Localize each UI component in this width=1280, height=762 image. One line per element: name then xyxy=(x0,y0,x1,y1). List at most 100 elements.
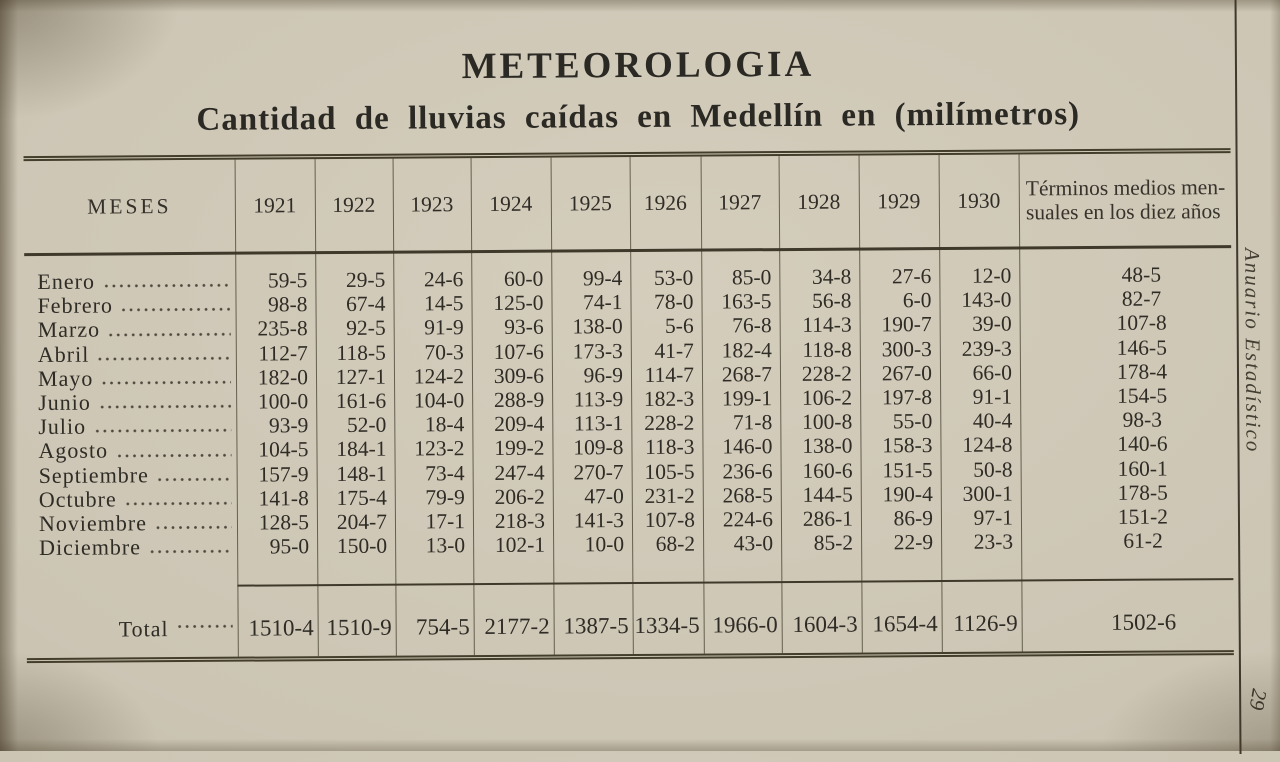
value-cell: 239-3 xyxy=(961,336,1012,361)
value-cell: 12-0 xyxy=(971,263,1012,288)
value-cell: 286-1 xyxy=(802,506,854,531)
month-label: Octubre xyxy=(38,486,117,512)
value-cell: 231-2 xyxy=(644,483,695,508)
month-label: Diciembre xyxy=(39,534,142,561)
value-cell: 197-8 xyxy=(881,385,933,410)
month-cell: Noviembre xyxy=(26,511,237,537)
column-header-meses: MESES xyxy=(87,193,172,219)
average-cell: 140-6 xyxy=(1117,431,1168,457)
total-value-cell: 1604-3 xyxy=(792,611,858,637)
value-cell: 14-5 xyxy=(424,291,464,316)
total-value-cell: 1510-9 xyxy=(326,614,392,640)
value-cell: 18-4 xyxy=(424,412,465,437)
value-cell: 141-3 xyxy=(573,507,625,533)
table-header-row: MESES 1921 1922 1923 1924 1925 1926 1927 1928 19… xyxy=(23,153,1232,257)
value-cell: 104-0 xyxy=(413,388,465,413)
dotted-leader xyxy=(117,452,232,458)
average-cell: 154-5 xyxy=(1116,383,1168,408)
value-cell: 157-9 xyxy=(258,461,309,487)
value-cell: 50-8 xyxy=(973,457,1013,482)
value-cell: 96-9 xyxy=(583,362,624,388)
value-cell: 270-7 xyxy=(573,459,624,484)
total-value-cell: 1126-9 xyxy=(953,610,1018,636)
value-cell: 236-6 xyxy=(722,458,773,483)
average-cell: 98-3 xyxy=(1122,407,1163,432)
value-cell: 148-1 xyxy=(336,461,387,486)
value-cell: 67-4 xyxy=(346,291,386,317)
page-subtitle: Cantidad de lluvias caídas en Medellín e… xyxy=(196,96,1081,138)
value-cell: 10-0 xyxy=(584,532,625,557)
dotted-leader xyxy=(157,476,232,482)
dotted-leader xyxy=(102,379,232,386)
value-cell: 60-0 xyxy=(503,266,544,291)
value-cell: 34-8 xyxy=(811,264,852,289)
average-cell: 151-2 xyxy=(1117,504,1169,529)
value-cell: 85-2 xyxy=(813,530,854,555)
rainfall-table: MESES 1921 1922 1923 1924 1925 1926 1927 1928 19… xyxy=(23,148,1234,664)
average-header-line1: Términos medios men- xyxy=(1025,174,1226,201)
column-header-year: 1922 xyxy=(332,192,376,217)
month-label: Noviembre xyxy=(38,510,148,536)
value-cell: 99-4 xyxy=(582,266,623,291)
value-cell: 184-1 xyxy=(336,436,387,462)
value-cell: 125-0 xyxy=(493,290,544,316)
value-cell: 300-1 xyxy=(962,481,1013,506)
value-cell: 182-4 xyxy=(721,337,772,363)
value-cell: 41-7 xyxy=(654,338,694,363)
month-label: Marzo xyxy=(37,317,101,343)
average-cell: 61-2 xyxy=(1123,528,1163,553)
dotted-leader xyxy=(99,403,232,410)
value-cell: 158-3 xyxy=(882,433,933,458)
value-cell: 92-5 xyxy=(346,316,386,341)
value-cell: 309-6 xyxy=(493,363,545,388)
value-cell: 86-9 xyxy=(893,505,934,531)
margin-text: Anuario Estadístico xyxy=(1240,247,1266,454)
total-average-cell: 1502-6 xyxy=(1110,609,1177,635)
value-cell: 102-1 xyxy=(494,532,546,558)
value-cell: 161-6 xyxy=(335,388,387,413)
value-cell: 150-0 xyxy=(336,533,388,559)
average-cell: 178-4 xyxy=(1116,359,1168,384)
total-value-cell: 2177-2 xyxy=(484,613,550,639)
value-cell: 29-5 xyxy=(345,267,386,292)
dotted-leader xyxy=(150,548,233,555)
value-cell: 73-4 xyxy=(425,460,465,485)
value-cell: 93-6 xyxy=(504,315,544,340)
value-cell: 43-0 xyxy=(733,531,774,556)
value-cell: 199-1 xyxy=(721,386,773,411)
value-cell: 97-1 xyxy=(973,505,1014,530)
value-cell: 118-8 xyxy=(802,337,852,362)
value-cell: 5-6 xyxy=(664,314,694,339)
month-cell: Agosto xyxy=(25,438,236,464)
column-header-average: Términos medios men- suales en los diez … xyxy=(1019,175,1231,225)
average-cell: 48-5 xyxy=(1121,262,1162,287)
value-cell: 78-0 xyxy=(654,289,694,315)
value-cell: 107-6 xyxy=(493,339,544,364)
month-cell: Octubre xyxy=(26,486,237,512)
value-cell: 76-8 xyxy=(732,313,772,338)
value-cell: 17-1 xyxy=(425,509,466,534)
value-cell: 190-7 xyxy=(881,312,932,337)
value-cell: 70-3 xyxy=(424,339,464,364)
value-cell: 106-2 xyxy=(801,385,853,410)
total-row: Total 1510-4 1510-9 754-5 2177-2 1387-5 1334-… xyxy=(26,580,1233,658)
value-cell: 98-8 xyxy=(268,292,308,317)
value-cell: 79-9 xyxy=(425,484,465,510)
page-title: METEOROLOGIA xyxy=(461,43,815,88)
total-value-cell: 1510-4 xyxy=(248,615,314,641)
dotted-leader xyxy=(98,355,231,362)
total-label: Total xyxy=(118,616,169,642)
month-label: Abril xyxy=(37,341,90,367)
value-cell: 109-8 xyxy=(573,435,624,460)
value-cell: 300-3 xyxy=(881,336,932,361)
value-cell: 105-5 xyxy=(644,459,695,484)
dotted-leader xyxy=(155,524,233,531)
month-label: Septiembre xyxy=(38,462,149,488)
month-label: Junio xyxy=(38,389,91,415)
value-cell: 107-8 xyxy=(644,507,696,532)
total-value-cell: 1334-5 xyxy=(634,612,700,638)
value-cell: 124-2 xyxy=(413,363,465,389)
value-cell: 52-0 xyxy=(346,412,387,438)
value-cell: 95-0 xyxy=(269,534,310,559)
value-cell: 100-0 xyxy=(257,389,309,414)
